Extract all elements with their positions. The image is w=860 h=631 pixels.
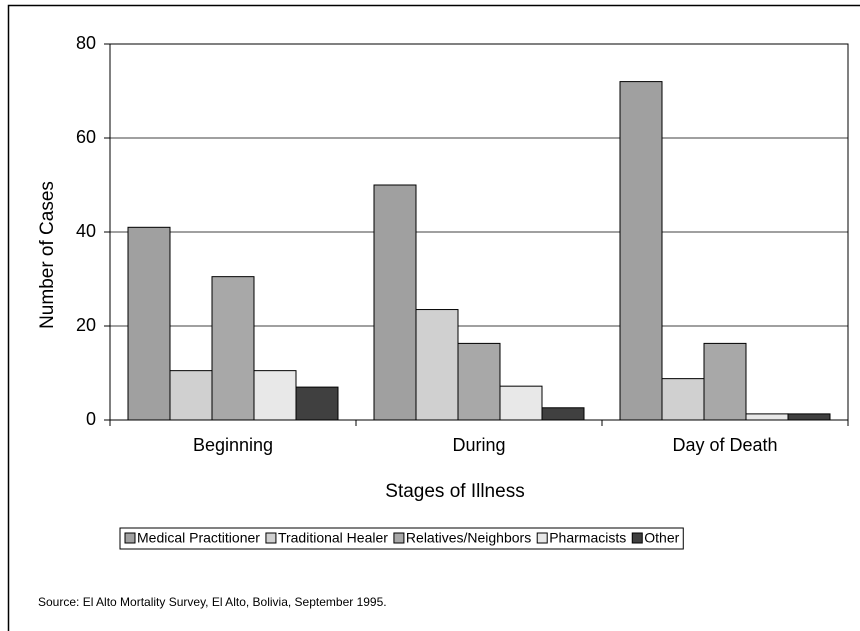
legend-label: Traditional Healer (278, 530, 388, 546)
legend-swatch (631, 532, 643, 544)
y-axis-label: Number of Cases (37, 181, 58, 329)
y-tick-label: 80 (76, 33, 96, 53)
x-axis-label: Stages of Illness (385, 481, 524, 502)
bar (127, 226, 171, 421)
bar (703, 342, 747, 421)
legend-label: Pharmacists (549, 530, 626, 546)
bar (661, 378, 705, 421)
legend-swatch (265, 532, 277, 544)
bar (499, 385, 543, 421)
bar (457, 342, 501, 421)
legend-label: Other (644, 530, 679, 546)
y-tick-label: 0 (86, 409, 96, 429)
bar (169, 370, 213, 421)
bar (373, 184, 417, 421)
y-tick-label: 40 (76, 221, 96, 241)
y-tick-label: 20 (76, 315, 96, 335)
legend-swatch (393, 532, 405, 544)
legend-label: Medical Practitioner (137, 530, 260, 546)
source-note: Source: El Alto Mortality Survey, El Alt… (38, 595, 387, 609)
y-tick-label: 60 (76, 127, 96, 147)
legend-swatch (536, 532, 548, 544)
bar (787, 413, 831, 421)
x-tick-label: During (452, 435, 505, 455)
bar (211, 276, 255, 421)
bar (619, 81, 663, 421)
legend-label: Relatives/Neighbors (406, 530, 531, 546)
bar (541, 407, 585, 421)
legend-swatch (124, 532, 136, 544)
x-tick-label: Beginning (193, 435, 273, 455)
bar (253, 370, 297, 421)
bar (295, 386, 339, 421)
bar (415, 309, 459, 421)
bar (745, 413, 789, 421)
x-tick-label: Day of Death (672, 435, 777, 455)
